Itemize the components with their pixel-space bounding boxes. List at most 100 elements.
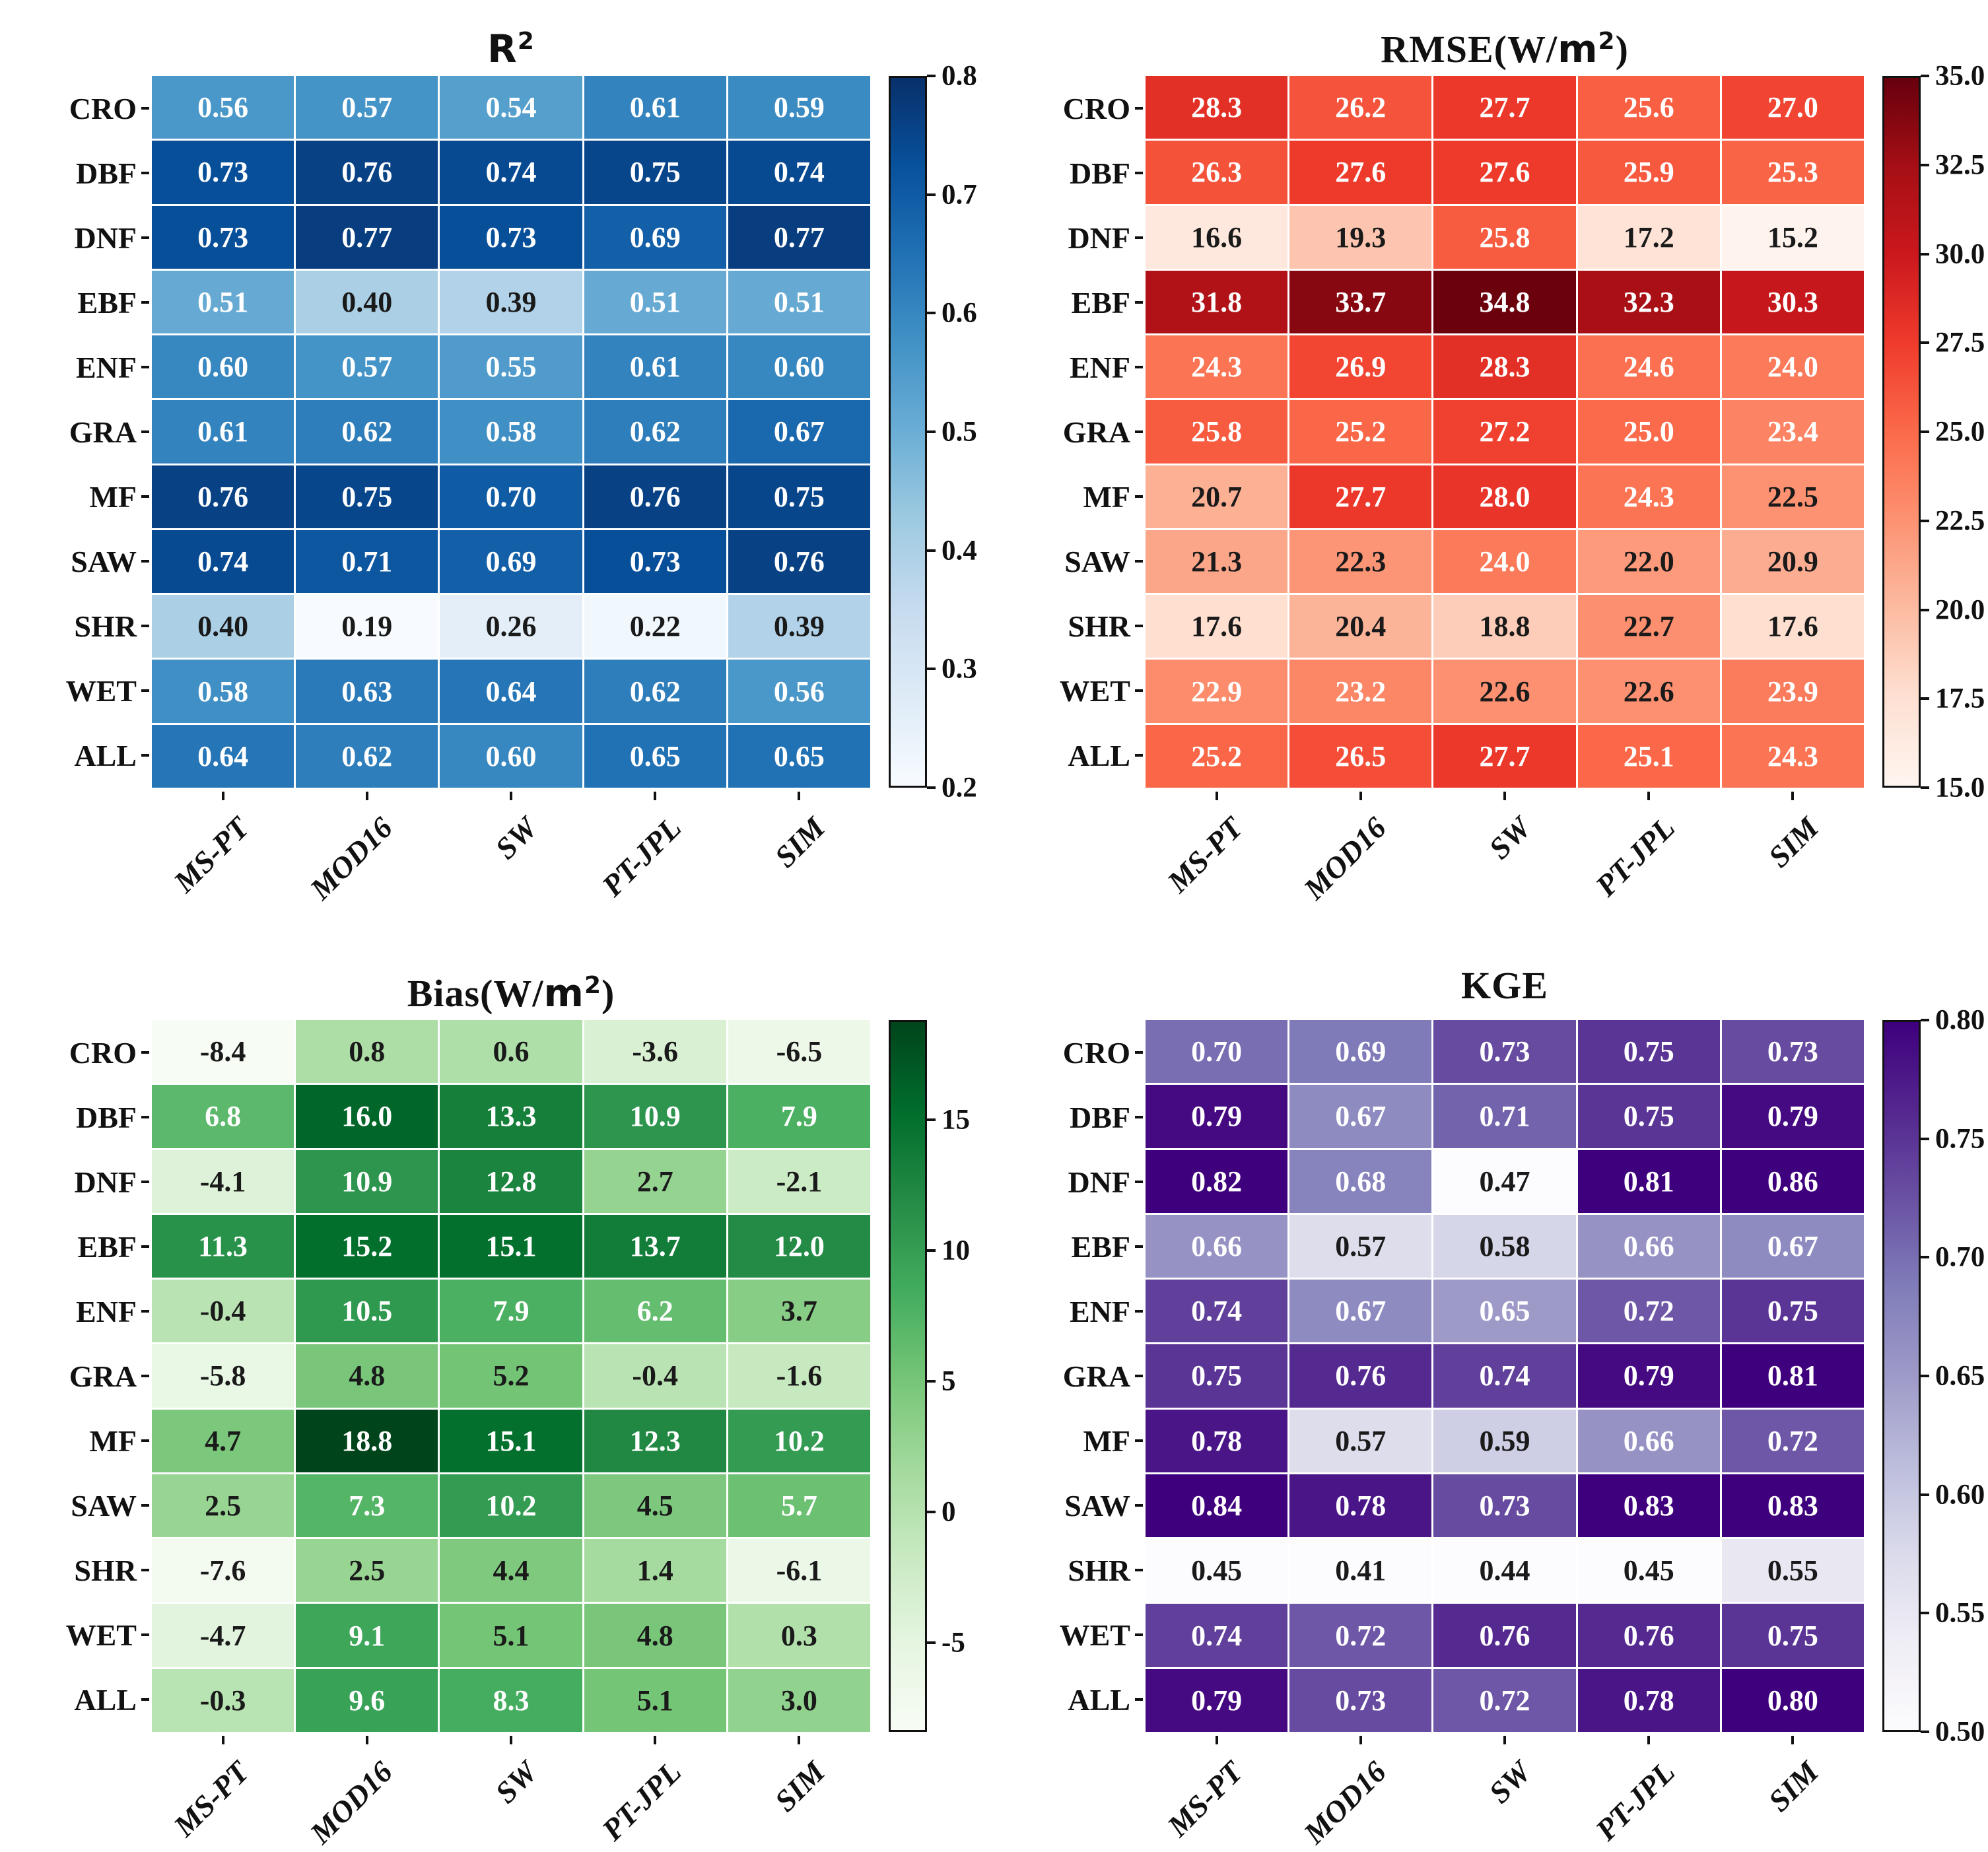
heatmap-cell: 4.8: [296, 1344, 438, 1408]
heatmap-cell: 0.78: [1146, 1409, 1288, 1472]
heatmap-cell: -8.4: [152, 1020, 294, 1083]
heatmap-cell: 0.73: [1721, 1020, 1864, 1083]
heatmap-cell: 0.41: [1289, 1539, 1432, 1602]
col-label-mod16: MOD16: [304, 1754, 399, 1851]
heatmap-cell: 27.6: [1289, 141, 1432, 204]
heatmap-cell: 17.6: [1721, 595, 1864, 658]
heatmap-cell: 0.70: [440, 465, 582, 528]
heatmap-cell: 0.66: [1577, 1214, 1720, 1278]
x-axis-labels: MS-PT MOD16 SW PT-JPL SIM: [1146, 790, 1864, 908]
row-label-enf: ENF: [26, 335, 149, 399]
heatmap-grid-r2: 0.56 0.57 0.54 0.61 0.59 0.73 0.76 0.74 0.75 0.74…: [152, 76, 870, 788]
row-label-dbf: DBF: [26, 1085, 149, 1149]
row-label-gra: GRA: [26, 399, 149, 464]
heatmap-cell: 7.3: [296, 1474, 438, 1538]
col-label-pt-jpl: PT-JPL: [1589, 1754, 1681, 1847]
col-label-sim: SIM: [768, 810, 832, 874]
row-label-text: WET: [1059, 1618, 1130, 1652]
row-label-saw: SAW: [26, 1473, 149, 1538]
row-label-mf: MF: [1020, 1408, 1143, 1473]
col-label-sim: SIM: [1762, 810, 1826, 874]
heatmap-cell: 0.76: [584, 465, 726, 528]
row-label-text: DBF: [76, 1100, 137, 1134]
heatmap-cell: 0.76: [152, 465, 294, 528]
heatmap-cell: 0.26: [440, 595, 582, 658]
heatmap-cell: 2.5: [152, 1474, 294, 1538]
heatmap-cell: 0.74: [1433, 1344, 1576, 1408]
heatmap-cell: 5.7: [728, 1474, 870, 1538]
heatmap-cell: 0.66: [1577, 1409, 1720, 1472]
y-tick-mark: [1135, 689, 1143, 692]
heatmap-cell: 2.7: [584, 1149, 726, 1213]
heatmap-cell: -6.1: [728, 1539, 870, 1602]
heatmap-cell: 17.2: [1577, 205, 1720, 269]
y-tick-mark: [1135, 754, 1143, 757]
heatmap-cell: 18.8: [1433, 595, 1576, 658]
heatmap-cell: 0.6: [440, 1020, 582, 1083]
row-label-cro: CRO: [26, 76, 149, 141]
heatmap-cell: 0.57: [1289, 1214, 1432, 1278]
row-label-ebf: EBF: [26, 270, 149, 335]
row-label-all: ALL: [1020, 723, 1143, 788]
heatmap-cell: 0.45: [1146, 1539, 1288, 1602]
heatmap-cell: 22.7: [1577, 595, 1720, 658]
heatmap-cell: 16.0: [296, 1085, 438, 1148]
y-tick-mark: [1135, 495, 1143, 498]
colorbar-tick-label: 0.65: [1935, 1360, 1985, 1392]
col-label-sw: SW: [488, 1754, 543, 1810]
heatmap-cell: 0.62: [296, 724, 438, 788]
x-axis-labels: MS-PT MOD16 SW PT-JPL SIM: [1146, 1734, 1864, 1852]
heatmap-cell: 0.47: [1433, 1149, 1576, 1213]
row-label-enf: ENF: [26, 1279, 149, 1344]
colorbar-tick-mark: [927, 1249, 936, 1252]
heatmap-cell: 6.2: [584, 1280, 726, 1343]
heatmap-cell: 25.2: [1289, 400, 1432, 463]
colorbar-tick-mark: [1921, 1375, 1929, 1377]
heatmap-grid-bias: -8.4 0.8 0.6 -3.6 -6.5 6.8 16.0 13.3 10.9 7.9 -4.1…: [152, 1020, 870, 1732]
heatmap-cell: 17.6: [1146, 595, 1288, 658]
row-label-text: ENF: [76, 1294, 137, 1328]
y-tick-mark: [1135, 172, 1143, 174]
heatmap-cell: 20.4: [1289, 595, 1432, 658]
x-tick-mark: [654, 1736, 657, 1744]
y-tick-mark: [1135, 1181, 1143, 1183]
heatmap-cell: 0.75: [1721, 1604, 1864, 1667]
panel-bias: Bias(W/m2) CRO DBF DNF EBF ENF GRA MF SAW SHR WET…: [26, 954, 990, 1852]
heatmap-grid-rmse: 28.3 26.2 27.7 25.6 27.0 26.3 27.6 27.6 25.9 25.3…: [1146, 76, 1864, 788]
heatmap-cell: 0.60: [440, 724, 582, 788]
colorbar-tick-label: -5: [942, 1627, 965, 1659]
row-label-text: CRO: [69, 91, 137, 125]
heatmap-cell: 0.73: [152, 141, 294, 204]
heatmap-cell: 8.3: [440, 1668, 582, 1732]
heatmap-cell: 0.44: [1433, 1539, 1576, 1602]
heatmap-cell: 0.72: [1289, 1604, 1432, 1667]
row-label-dnf: DNF: [1020, 205, 1143, 270]
heatmap-cell: 0.75: [1577, 1020, 1720, 1083]
heatmap-cell: 22.9: [1146, 660, 1288, 723]
col-label-sw: SW: [1482, 810, 1537, 866]
heatmap-cell: 27.7: [1289, 465, 1432, 528]
heatmap-cell: 27.0: [1721, 76, 1864, 139]
y-tick-mark: [1135, 1051, 1143, 1054]
heatmap-cell: 25.1: [1577, 724, 1720, 788]
x-tick-mark: [1647, 792, 1651, 800]
colorbar-tick-mark: [1921, 75, 1929, 77]
colorbar-tick-mark: [1921, 1493, 1929, 1496]
row-label-text: GRA: [69, 415, 137, 449]
heatmap-cell: 0.78: [1577, 1668, 1720, 1732]
y-tick-mark: [141, 107, 149, 110]
y-axis-labels: CRO DBF DNF EBF ENF GRA MF SAW SHR WET ALL: [1020, 76, 1143, 788]
row-label-dnf: DNF: [1020, 1149, 1143, 1214]
colorbar-tick-label: 0.75: [1935, 1123, 1985, 1155]
heatmap-cell: 15.2: [296, 1214, 438, 1278]
heatmap-cell: 26.2: [1289, 76, 1432, 139]
heatmap-cell: 0.58: [1433, 1214, 1576, 1278]
heatmap-cell: 0.55: [440, 335, 582, 399]
y-tick-mark: [141, 1116, 149, 1118]
y-tick-mark: [141, 689, 149, 692]
row-label-text: SAW: [1064, 544, 1130, 578]
heatmap-cell: 0.73: [584, 530, 726, 594]
heatmap-cell: 0.19: [296, 595, 438, 658]
colorbar-tick-label: 0.2: [942, 772, 977, 804]
